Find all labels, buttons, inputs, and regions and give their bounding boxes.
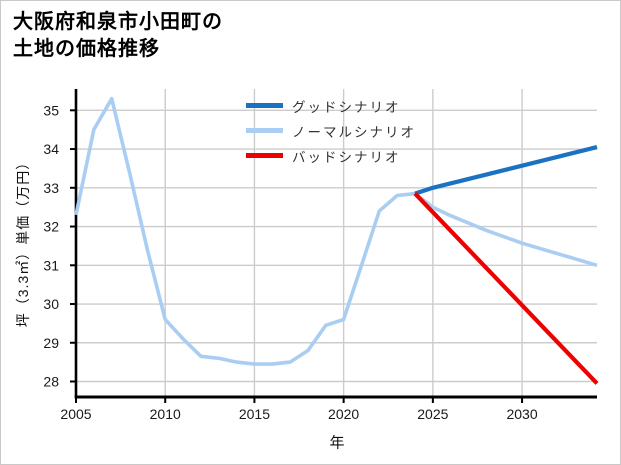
legend-item-bad-scenario: バッドシナリオ <box>246 143 416 168</box>
chart-title-line2: 土地の価格推移 <box>13 38 160 60</box>
legend-label-good-scenario: グッドシナリオ <box>292 99 401 115</box>
x-tick-label: 2015 <box>239 406 270 422</box>
y-tick-label: 29 <box>43 335 59 351</box>
normal-scenario-line-swatch <box>246 128 283 133</box>
chart-legend: グッドシナリオ ノーマルシナリオ バッドシナリオ <box>246 93 416 168</box>
x-tick-label: 2025 <box>417 406 448 422</box>
chart-title: 大阪府和泉市小田町の 土地の価格推移 <box>13 9 223 63</box>
x-tick-label: 2030 <box>506 406 537 422</box>
legend-item-good-scenario: グッドシナリオ <box>246 93 416 118</box>
x-tick-label: 2010 <box>150 406 181 422</box>
x-tick-label: 2020 <box>328 406 359 422</box>
normal-scenario-line <box>74 96 598 366</box>
y-tick-label: 31 <box>43 257 59 273</box>
good-scenario-line-swatch <box>246 103 283 108</box>
y-axis-label: 坪（3.3㎡）単価（万円） <box>15 154 31 328</box>
y-tick-label: 33 <box>43 180 59 196</box>
chart-title-line1: 大阪府和泉市小田町の <box>13 11 223 33</box>
y-tick-label: 30 <box>43 296 59 312</box>
bad-scenario-line-swatch <box>246 153 283 158</box>
bad-scenario-line <box>413 192 599 385</box>
x-axis-label: 年 <box>329 434 345 452</box>
legend-label-bad-scenario: バッドシナリオ <box>292 149 401 165</box>
legend-label-normal-scenario: ノーマルシナリオ <box>292 124 416 140</box>
y-tick-label: 34 <box>43 141 59 157</box>
y-tick-label: 32 <box>43 219 59 235</box>
y-tick-label: 28 <box>43 374 59 390</box>
legend-item-normal-scenario: ノーマルシナリオ <box>246 118 416 143</box>
y-tick-label: 35 <box>43 102 59 118</box>
x-tick-label: 2005 <box>60 406 91 422</box>
good-scenario-line <box>414 145 598 196</box>
